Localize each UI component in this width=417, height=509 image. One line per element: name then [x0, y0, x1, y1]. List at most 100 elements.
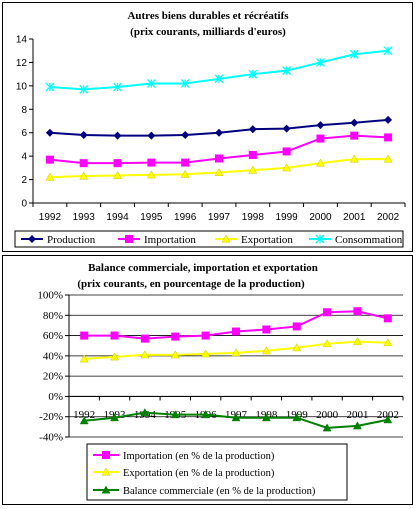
- data-point: [383, 154, 393, 163]
- x-tick-label: 1992: [73, 409, 95, 421]
- y-tick-label: 2: [21, 175, 27, 186]
- y-tick-label: 0: [21, 199, 27, 210]
- x-tick-label: 2001: [343, 212, 366, 223]
- data-point: [215, 128, 223, 137]
- y-tick-label: -40%: [39, 432, 63, 444]
- legend-label: Importation: [144, 234, 196, 246]
- y-tick-label: 10: [16, 81, 28, 92]
- data-point: [110, 352, 119, 361]
- x-tick-label: 1994: [106, 212, 129, 223]
- y-tick-label: -20%: [39, 411, 63, 423]
- plot-area: [33, 39, 405, 203]
- legend-label: Importation (en % de la production): [123, 451, 275, 462]
- series-line: [49, 49, 389, 91]
- data-point: [292, 343, 302, 352]
- data-point: [45, 155, 54, 164]
- data-point: [248, 165, 258, 174]
- chart-subtitle: (prix courants, milliards d'euros): [130, 26, 286, 38]
- chart-production-svg: Autres biens durables et récréatifs (pri…: [14, 10, 406, 248]
- data-point: [322, 423, 332, 432]
- data-point: [261, 413, 271, 422]
- data-point: [316, 134, 325, 143]
- legend-label: Consommation: [335, 234, 403, 246]
- data-point: [79, 354, 89, 363]
- y-tick-label: 0%: [48, 391, 63, 403]
- data-point: [147, 131, 156, 140]
- data-point: [201, 331, 210, 340]
- legend-swatch-marker: [28, 235, 36, 243]
- data-point: [316, 158, 325, 167]
- data-point: [262, 325, 271, 334]
- y-tick-label: 60%: [43, 330, 63, 342]
- legend-label: Balance commerciale (en % de la producti…: [123, 486, 316, 497]
- data-point: [383, 338, 393, 347]
- x-tick-label: 1997: [208, 212, 231, 223]
- data-point: [349, 49, 359, 59]
- legend-swatch-marker: [315, 234, 325, 244]
- y-tick-label: 6: [21, 128, 27, 139]
- data-point: [113, 159, 122, 168]
- data-point: [110, 413, 119, 422]
- data-point: [292, 322, 301, 331]
- data-point: [146, 79, 156, 88]
- data-point: [383, 46, 393, 56]
- data-point: [80, 331, 89, 340]
- data-point: [349, 154, 359, 163]
- data-point: [181, 158, 190, 167]
- chart-title: Autres biens durables et récréatifs: [127, 10, 289, 22]
- x-tick-label: 2000: [316, 409, 339, 421]
- data-point: [350, 118, 359, 127]
- data-point: [140, 350, 150, 359]
- data-point: [113, 131, 122, 140]
- y-tick-label: 100%: [37, 290, 63, 302]
- data-point: [180, 79, 190, 88]
- y-tick-label: 12: [16, 58, 28, 69]
- legend-swatch-marker: [102, 451, 110, 459]
- data-point: [215, 154, 223, 163]
- y-tick-label: 8: [21, 105, 27, 116]
- data-point: [146, 170, 156, 179]
- data-point: [383, 314, 392, 323]
- legend-label: Production: [47, 234, 96, 246]
- data-point: [79, 131, 88, 140]
- x-tick-label: 2002: [377, 409, 399, 421]
- data-point: [350, 131, 359, 140]
- chart-subtitle: (prix courants, en pourcentage de la pro…: [77, 278, 305, 290]
- x-tick-label: 1999: [276, 212, 299, 223]
- legend-swatch-marker: [101, 485, 111, 494]
- data-point: [282, 66, 292, 76]
- chart-balance-svg: Balance commerciale, importation et expo…: [37, 262, 404, 501]
- data-point: [248, 125, 257, 134]
- legend-swatch-marker: [221, 234, 231, 243]
- x-tick-label: 1996: [174, 212, 197, 223]
- y-tick-label: 20%: [43, 371, 63, 383]
- chart-panel-production: Autres biens durables et récréatifs (pri…: [2, 2, 413, 252]
- data-point: [113, 170, 122, 179]
- data-point: [45, 82, 55, 92]
- data-point: [79, 84, 89, 94]
- y-tick-label: 14: [16, 35, 28, 46]
- x-tick-label: 2000: [309, 212, 332, 223]
- legend-label: Exportation: [241, 234, 293, 246]
- x-tick-label: 2001: [346, 409, 368, 421]
- y-tick-label: 4: [21, 152, 27, 163]
- data-point: [113, 82, 123, 92]
- data-point: [170, 350, 180, 359]
- data-point: [140, 334, 149, 343]
- data-point: [248, 150, 257, 159]
- data-point: [170, 410, 180, 419]
- data-point: [384, 115, 393, 124]
- data-point: [316, 121, 325, 130]
- data-point: [315, 57, 325, 67]
- data-point: [214, 168, 224, 176]
- x-tick-label: 1993: [73, 212, 96, 223]
- legend-box: [86, 443, 348, 501]
- data-point: [147, 158, 156, 167]
- data-point: [201, 410, 211, 419]
- data-point: [214, 74, 224, 84]
- data-point: [261, 346, 271, 355]
- chart-panel-balance: Balance commerciale, importation et expo…: [2, 255, 413, 505]
- x-tick-label: 1995: [140, 212, 163, 223]
- data-point: [323, 308, 332, 317]
- x-tick-label: 1992: [39, 212, 62, 223]
